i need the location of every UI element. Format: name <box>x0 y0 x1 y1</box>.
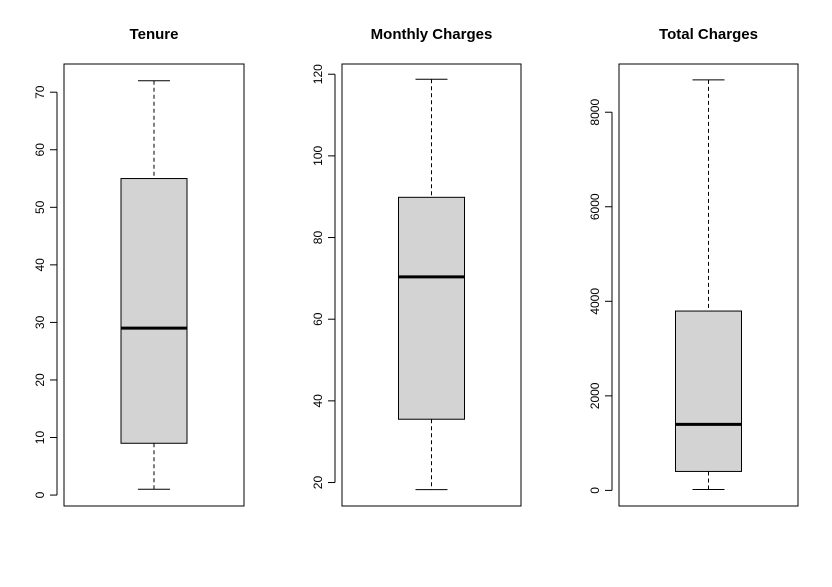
y-tick-label-tenure-6: 60 <box>33 143 47 157</box>
y-tick-label-monthly-charges-3: 80 <box>311 231 325 245</box>
panel-monthly-charges: Monthly Charges 20 40 60 80 100 120 <box>311 26 522 507</box>
plot-frame-tenure <box>63 63 245 507</box>
y-tick-label-total-charges-1: 2000 <box>588 382 602 409</box>
y-tick-label-tenure-0: 0 <box>33 491 47 498</box>
panel-total-charges: Total Charges 0 2000 4000 6000 8000 <box>588 26 799 507</box>
y-tick-label-monthly-charges-2: 60 <box>311 312 325 326</box>
y-tick-label-monthly-charges-5: 120 <box>311 64 325 84</box>
y-tick-label-tenure-1: 10 <box>33 431 47 445</box>
y-tick-label-monthly-charges-4: 100 <box>311 146 325 166</box>
plot-frame-total-charges <box>618 63 799 507</box>
y-tick-label-monthly-charges-0: 20 <box>311 476 325 490</box>
iqr-box-monthly-charges <box>398 196 465 420</box>
plot-frame-monthly-charges <box>341 63 522 507</box>
y-tick-label-tenure-3: 30 <box>33 315 47 329</box>
y-tick-label-total-charges-2: 4000 <box>588 288 602 315</box>
y-tick-label-tenure-5: 50 <box>33 200 47 214</box>
y-tick-label-tenure-7: 70 <box>33 85 47 99</box>
panel-title-monthly-charges: Monthly Charges <box>371 26 493 43</box>
y-tick-label-total-charges-4: 8000 <box>588 99 602 126</box>
panel-tenure: Tenure 0 10 20 30 40 50 60 70 <box>33 26 245 507</box>
panel-title-tenure: Tenure <box>130 26 179 43</box>
y-tick-label-tenure-4: 40 <box>33 258 47 272</box>
panel-title-total-charges: Total Charges <box>659 26 758 43</box>
iqr-box-tenure <box>120 178 188 444</box>
y-tick-label-tenure-2: 20 <box>33 373 47 387</box>
y-tick-label-monthly-charges-1: 40 <box>311 394 325 408</box>
y-tick-label-total-charges-0: 0 <box>588 487 602 494</box>
iqr-box-total-charges <box>675 310 742 472</box>
y-tick-label-total-charges-3: 6000 <box>588 193 602 220</box>
